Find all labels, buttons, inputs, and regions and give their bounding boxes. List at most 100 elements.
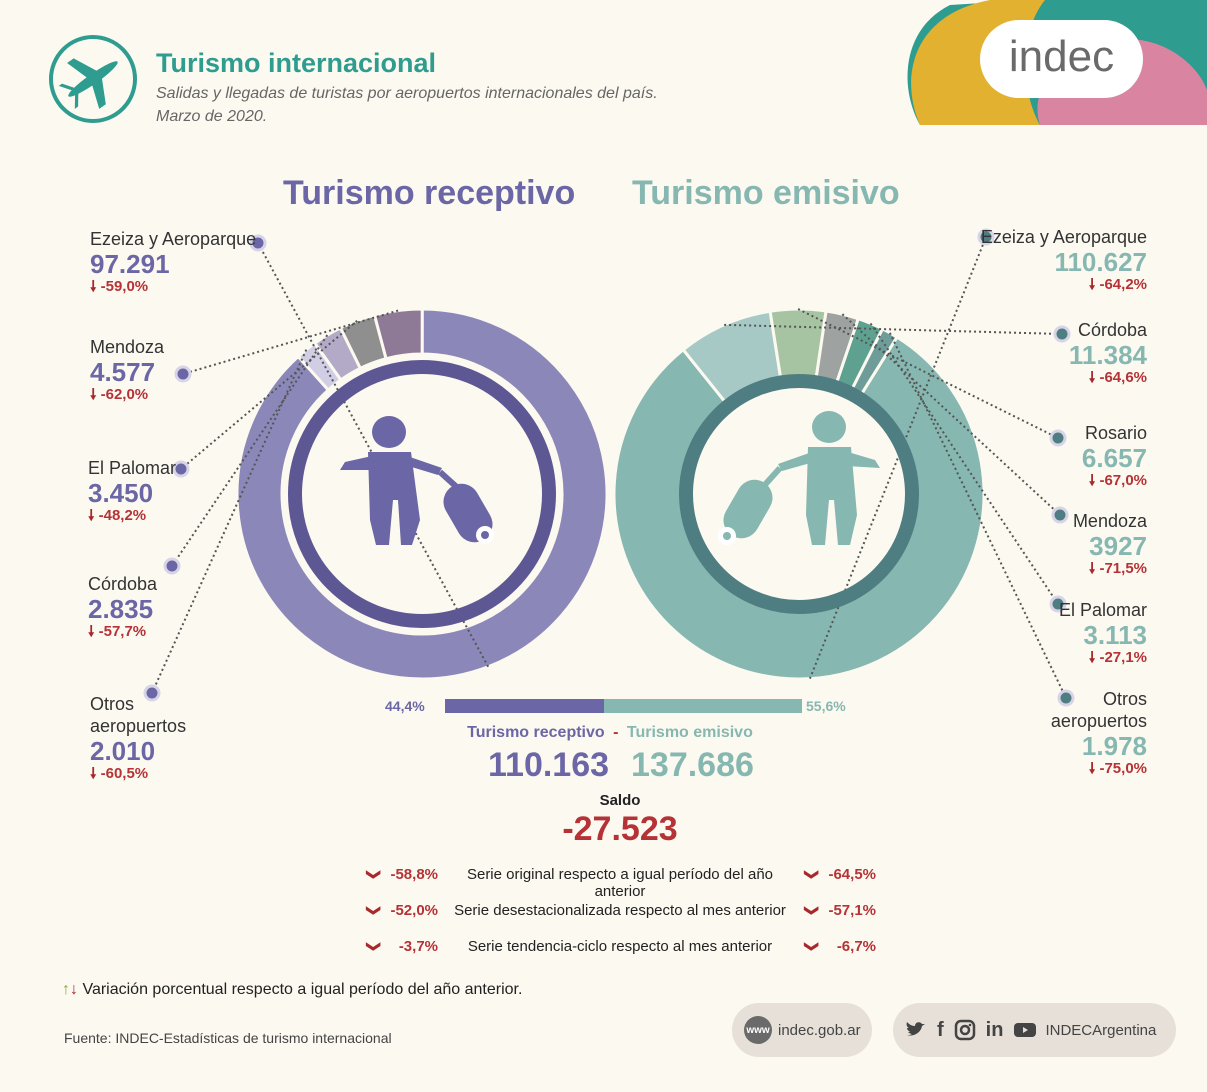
variation-receptivo: -52,0% (390, 902, 438, 919)
emi-2-connector (797, 308, 1059, 439)
instagram-icon[interactable] (954, 1019, 976, 1041)
arrow-down-icon: 🠗 (90, 278, 97, 295)
arrow-down-icon: 🠗 (1088, 560, 1096, 577)
page-subtitle: Salidas y llegadas de turistas por aerop… (156, 82, 776, 128)
variation-receptivo: -58,8% (390, 866, 438, 883)
emi-0-connector (808, 236, 987, 680)
emi-label-rosario: Rosario 6.657 🠗 -67,0% (1081, 423, 1147, 489)
arrow-up-icon: ↑ (62, 981, 70, 998)
total-emisivo: 137.686 (631, 746, 754, 784)
indec-logo: indec (1008, 32, 1115, 81)
variation-row: ❯ -58,8% Serie original respecto a igual p… (360, 866, 880, 900)
source-text: Fuente: INDEC-Estadísticas de turismo in… (64, 1030, 392, 1046)
rec-label-el-palomar: El Palomar 3.450 🠗 -48,2% (88, 458, 177, 524)
rec-label-otros: Otros aeropuertos 2.010 🠗 -60,5% (90, 694, 187, 782)
rec-slice-0 (235, 307, 609, 681)
rec-1-marker (174, 365, 192, 383)
total-receptivo: 110.163 (488, 746, 610, 784)
logo-pill (980, 20, 1143, 98)
rec-slice-4 (296, 341, 343, 393)
chevron-down-icon: ❯ (366, 868, 383, 881)
rec-label-cordoba: Córdoba 2.835 🠗 -57,7% (88, 574, 158, 640)
rec-1-connector (182, 309, 399, 375)
page-title: Turismo internacional (156, 48, 437, 78)
traveler-icon-receptivo (340, 416, 494, 545)
chevron-down-icon: ❯ (366, 904, 383, 917)
summary-labels: Turismo receptivo - Turismo emisivo (467, 724, 753, 741)
social-pill: f in INDECArgentina (893, 1003, 1176, 1057)
arrow-down-icon: 🠗 (1088, 276, 1096, 293)
arrow-down-icon: 🠗 (1088, 760, 1096, 777)
emi-5-marker (1057, 689, 1075, 707)
arrow-down-icon: 🠗 (90, 386, 97, 403)
emi-4-marker (1049, 595, 1067, 613)
social-handle[interactable]: INDECArgentina (1045, 1021, 1157, 1039)
rec-label-ezeiza: Ezeiza y Aeroparque 97.291 🠗 -59,0% (90, 229, 257, 295)
receptivo-heading: Turismo receptivo (283, 174, 576, 212)
traveler-icon-emisivo (718, 411, 880, 545)
emi-3-marker (1051, 506, 1069, 524)
arrow-down-icon: 🠗 (88, 623, 95, 640)
emi-4-connector (869, 322, 1059, 605)
arrow-down-icon: 🠗 (1088, 649, 1096, 666)
twitter-icon[interactable] (905, 1021, 927, 1039)
variation-emisivo: -64,5% (828, 866, 876, 883)
legend-note: ↑↓ Variación porcentual respecto a igual… (62, 981, 523, 998)
variation-emisivo: -6,7% (836, 938, 876, 955)
emisivo-heading: Turismo emisivo (632, 174, 900, 212)
emi-1-connector (724, 323, 1063, 335)
arrow-down-icon: 🠗 (1088, 369, 1096, 386)
chevron-down-icon: ❯ (366, 940, 383, 953)
rec-3-connector (171, 334, 329, 567)
arrow-down-icon: 🠗 (1088, 472, 1096, 489)
rec-3-marker (163, 557, 181, 575)
arrow-down-icon: ↓ (70, 981, 78, 998)
subtitle-line-1: Salidas y llegadas de turistas por aerop… (156, 85, 658, 102)
variation-row: ❯ -52,0% Serie desestacionalizada respecto… (360, 902, 880, 922)
saldo-label: Saldo (599, 792, 641, 809)
website-pill[interactable]: www indec.gob.ar (732, 1003, 872, 1057)
share-bar (445, 699, 802, 713)
share-bar-emisivo (603, 699, 802, 713)
rec-2-marker (172, 460, 190, 478)
emi-3-connector (841, 313, 1061, 516)
rec-slice-3 (312, 325, 363, 383)
emi-1-marker (1053, 325, 1071, 343)
globe-icon: www (744, 1016, 772, 1044)
arrow-down-icon: 🠗 (88, 507, 95, 524)
website-link[interactable]: indec.gob.ar (778, 1021, 861, 1039)
variation-row: ❯ -3,7% Serie tendencia-ciclo respecto al … (360, 938, 880, 958)
saldo-value: -27.523 (562, 810, 678, 848)
emi-label-cordoba: Córdoba 11.384 🠗 -64,6% (1068, 320, 1147, 386)
youtube-icon[interactable] (1013, 1021, 1037, 1039)
variation-label: Serie original respecto a igual período … (466, 866, 774, 900)
share-bar-receptivo (445, 699, 604, 713)
rec-label-mendoza: Mendoza 4.577 🠗 -62,0% (90, 337, 165, 403)
share-label-emisivo: 55,6% (806, 698, 846, 714)
variation-label: Serie desestacionalizada respecto al mes… (454, 902, 786, 919)
subtitle-line-2: Marzo de 2020. (156, 108, 268, 125)
arrow-down-icon: 🠗 (90, 765, 97, 782)
airplane-icon (49, 35, 137, 123)
share-label-receptivo: 44,4% (385, 698, 425, 714)
emi-slice-0 (612, 335, 986, 681)
rec-slice-2 (338, 313, 388, 371)
rec-2-connector (180, 319, 358, 470)
emi-0-marker (977, 228, 995, 246)
rec-0-marker (249, 234, 267, 252)
emi-label-mendoza: Mendoza 3927 🠗 -71,5% (1072, 511, 1147, 577)
receptivo-inner-ring (288, 360, 556, 628)
variation-emisivo: -57,1% (828, 902, 876, 919)
linkedin-icon[interactable]: in (985, 1018, 1004, 1041)
chevron-down-icon: ❯ (804, 904, 821, 917)
facebook-icon[interactable]: f (937, 1018, 944, 1041)
variation-label: Serie tendencia-ciclo respecto al mes an… (467, 938, 773, 955)
emi-2-marker (1049, 429, 1067, 447)
variation-receptivo: -3,7% (398, 938, 438, 955)
emisivo-inner-ring (679, 374, 919, 614)
emi-label-ezeiza: Ezeiza y Aeroparque 110.627 🠗 -64,2% (980, 227, 1147, 293)
rec-4-marker (143, 684, 161, 702)
emi-label-otros: Otros aeropuertos 1.978 🠗 -75,0% (1050, 689, 1147, 777)
rec-slice-1 (372, 307, 424, 361)
